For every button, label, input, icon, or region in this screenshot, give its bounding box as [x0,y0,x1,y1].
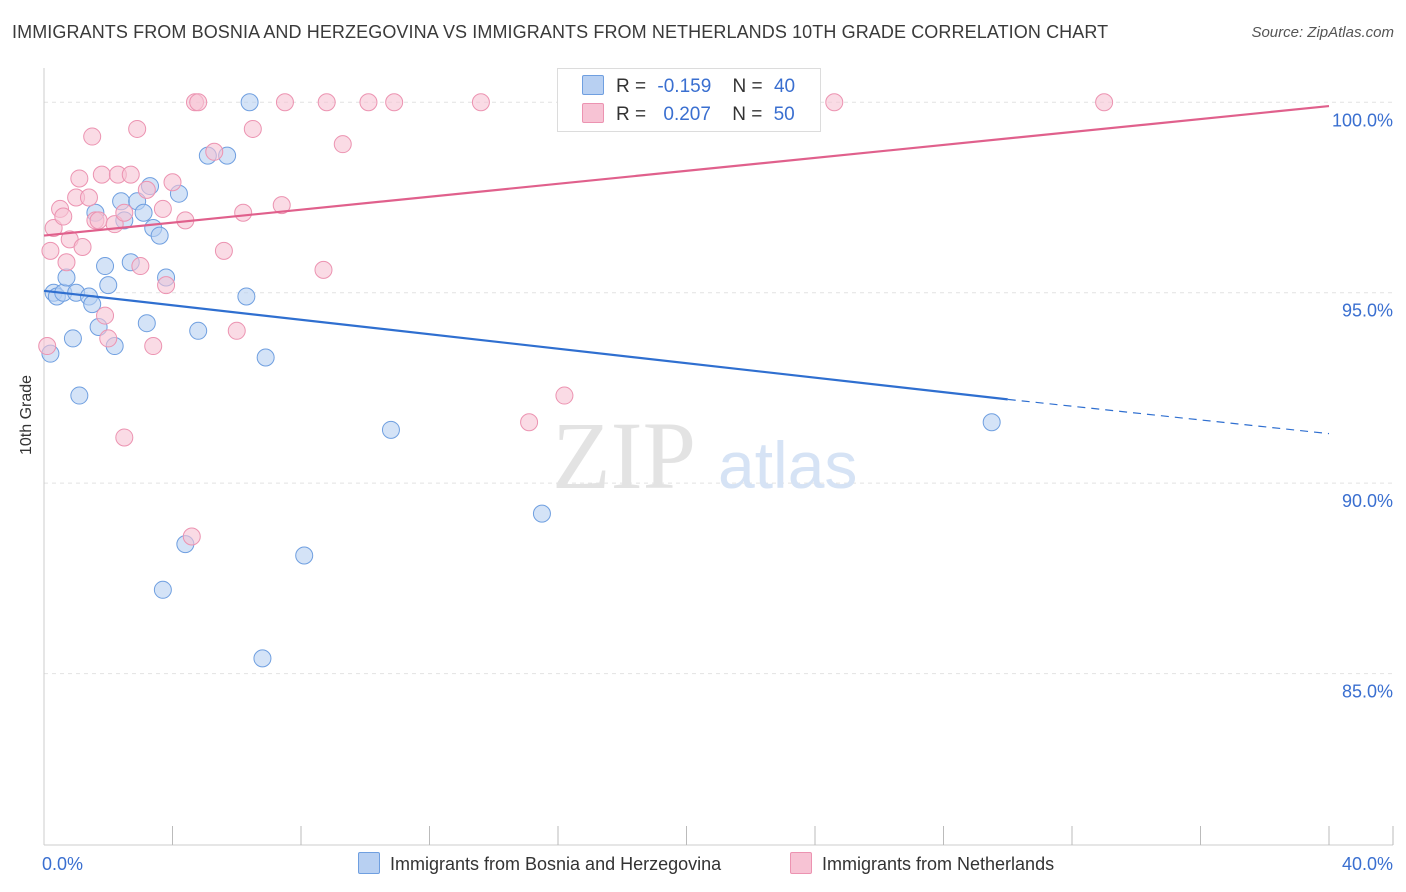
point-netherlands [189,93,208,112]
point-netherlands [99,329,118,348]
point-netherlands [227,321,246,340]
point-netherlands [555,386,574,405]
x-tick-label-min: 0.0% [42,854,83,874]
point-bosnia [134,203,153,222]
point-netherlands [520,413,539,432]
point-netherlands [144,337,163,356]
point-bosnia [982,413,1001,432]
point-netherlands [234,203,253,222]
point-netherlands [70,169,89,188]
bottom-legend-netherlands: Immigrants from Netherlands [790,852,1054,875]
point-netherlands [89,211,108,230]
point-netherlands [41,241,60,260]
point-netherlands [205,142,224,161]
y-axis-title: 10th Grade [18,374,35,455]
point-bosnia [153,580,172,599]
point-netherlands [314,260,333,279]
point-netherlands [275,93,294,112]
x-tick-label-max: 40.0% [1342,854,1393,874]
point-netherlands [92,165,111,184]
bottom-legend-swatch-bosnia [358,852,380,874]
point-netherlands [333,135,352,154]
legend-n-value-bosnia: 40 [773,76,796,97]
legend-swatch-netherlands [582,103,604,123]
point-bosnia [137,314,156,333]
y-tick-label: 85.0% [1342,682,1393,702]
point-netherlands [79,188,98,207]
grid-lines [44,101,1395,675]
point-netherlands [359,93,378,112]
bottom-legend-label-bosnia: Immigrants from Bosnia and Herzegovina [390,854,722,874]
point-netherlands [38,337,57,356]
axes [43,68,1394,846]
source-credit: Source: ZipAtlas.com [1251,24,1394,41]
point-bosnia [237,287,256,306]
legend-r-value-netherlands: 0.207 [663,104,711,125]
watermark: ZIP atlas [552,402,857,509]
point-netherlands [137,180,156,199]
point-netherlands [385,93,404,112]
point-bosnia [253,649,272,668]
legend-swatch-bosnia [582,75,604,95]
legend-n-label: N = [732,104,763,125]
point-netherlands [153,199,172,218]
legend-n-label: N = [732,76,763,97]
point-netherlands [182,527,201,546]
tick-labels: 85.0% 90.0% 95.0% 100.0% 0.0% 40.0% [42,110,1393,874]
point-netherlands [214,241,233,260]
point-netherlands [825,93,844,112]
watermark-atlas: atlas [718,428,857,502]
bottom-legend-bosnia: Immigrants from Bosnia and Herzegovina [358,852,721,875]
point-netherlands [157,276,176,295]
legend-n-value-netherlands: 50 [773,104,795,125]
point-bosnia [70,386,89,405]
point-netherlands [73,238,92,257]
point-netherlands [115,428,134,447]
y-tick-label: 100.0% [1332,110,1393,130]
trend-line-bosnia [43,289,1008,401]
point-netherlands [243,119,262,138]
point-netherlands [128,119,147,138]
point-bosnia [189,321,208,340]
point-bosnia [57,268,76,287]
legend-row-bosnia: R = -0.159 N = 40 [582,75,795,98]
point-netherlands [272,196,291,215]
point-bosnia [150,226,169,245]
point-netherlands [83,127,102,146]
point-netherlands [1095,93,1114,112]
point-netherlands [54,207,73,226]
point-bosnia [96,257,115,276]
point-bosnia [240,93,259,112]
watermark-zip: ZIP [552,402,696,509]
point-bosnia [295,546,314,565]
point-netherlands [163,173,182,192]
point-netherlands [57,253,76,272]
point-bosnia [99,276,118,295]
chart-title: IMMIGRANTS FROM BOSNIA AND HERZEGOVINA V… [12,22,1109,42]
legend-row-netherlands: R = 0.207 N = 50 [582,103,795,126]
point-netherlands [96,306,115,325]
point-bosnia [532,504,551,523]
trend-line-bosnia-extension [1007,398,1330,435]
bottom-legend-label-netherlands: Immigrants from Netherlands [822,854,1055,874]
point-netherlands [115,203,134,222]
stats-legend: R = -0.159 N = 40 R = 0.207 N = 50 [557,68,821,132]
point-netherlands [471,93,490,112]
point-bosnia [381,420,400,439]
y-tick-label: 95.0% [1342,301,1393,321]
bottom-legend-swatch-netherlands [790,852,812,874]
point-bosnia [63,329,82,348]
point-netherlands [317,93,336,112]
data-points [38,93,1114,668]
point-netherlands [131,257,150,276]
point-netherlands [121,165,140,184]
point-bosnia [256,348,275,367]
legend-r-label: R = [616,76,647,97]
legend-r-value-bosnia: -0.159 [657,76,712,97]
trend-lines [43,104,1330,435]
trend-line-netherlands [43,104,1330,237]
y-tick-label: 90.0% [1342,491,1393,511]
legend-r-label: R = [616,104,647,125]
